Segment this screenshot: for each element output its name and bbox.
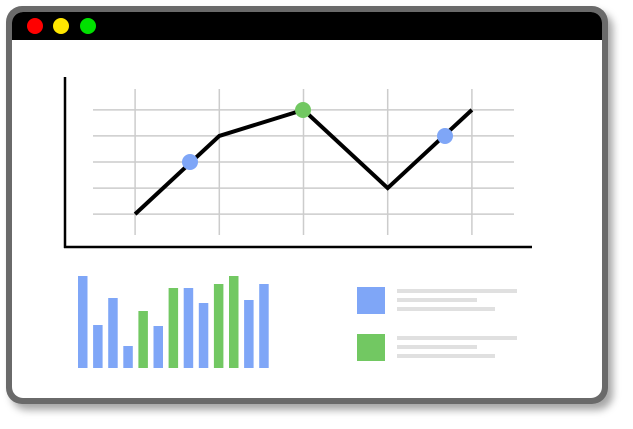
bar: [108, 298, 118, 368]
bar: [213, 284, 224, 368]
bar: [259, 284, 269, 368]
title-bar: [12, 12, 602, 40]
legend-line: [397, 289, 517, 293]
legend-line: [397, 298, 477, 302]
legend-line: [397, 354, 495, 358]
marker: [295, 102, 311, 118]
bar: [93, 325, 103, 368]
legend: [357, 287, 517, 361]
bar: [138, 311, 148, 368]
legend-line: [397, 336, 517, 340]
marker: [182, 154, 198, 170]
bar: [244, 300, 254, 368]
bar: [123, 346, 133, 368]
bar-plot: [78, 276, 269, 368]
bar: [198, 303, 209, 368]
bar: [229, 276, 239, 368]
minimize-button[interactable]: [53, 18, 69, 34]
legend-swatch: [357, 334, 385, 361]
legend-line: [397, 345, 477, 349]
marker: [437, 128, 453, 144]
legend-line: [397, 307, 495, 311]
close-button[interactable]: [27, 18, 43, 34]
bar: [168, 288, 179, 368]
bar: [183, 288, 194, 368]
bar: [153, 326, 163, 368]
maximize-button[interactable]: [80, 18, 96, 34]
bar: [78, 276, 88, 368]
legend-swatch: [357, 287, 385, 314]
